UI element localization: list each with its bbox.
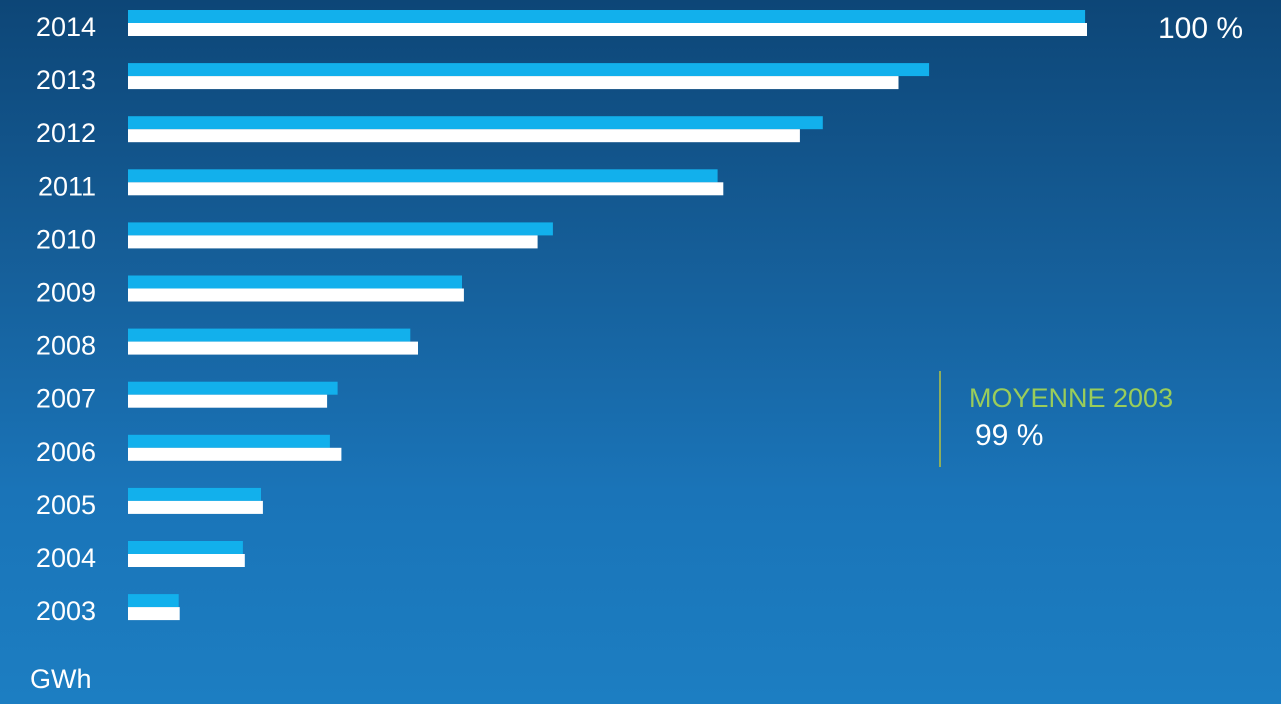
bar-series-cyan — [128, 116, 823, 130]
bar-series-cyan — [128, 328, 411, 342]
average-label: MOYENNE 2003 — [969, 383, 1174, 413]
year-tick-label: 2005 — [36, 490, 96, 520]
year-tick-label: 2013 — [36, 65, 96, 95]
bar-series-cyan — [128, 275, 462, 289]
year-tick-label: 2004 — [36, 543, 96, 573]
bar-series-cyan — [128, 487, 261, 501]
bar-series-white — [128, 607, 180, 621]
bar-series-cyan — [128, 381, 338, 395]
bar-series-cyan — [128, 63, 930, 77]
bar-series-white — [128, 447, 342, 461]
bar-series-cyan — [128, 434, 330, 448]
bar-series-white — [128, 235, 538, 249]
year-tick-label: 2010 — [36, 224, 96, 254]
unit-label: GWh — [30, 664, 92, 694]
year-tick-label: 2009 — [36, 278, 96, 308]
bar-series-cyan — [128, 169, 718, 183]
year-tick-label: 2011 — [38, 171, 96, 201]
year-tick-label: 2012 — [36, 118, 96, 148]
bar-series-cyan — [128, 594, 179, 608]
bar-series-white — [128, 500, 263, 514]
bar-series-white — [128, 76, 899, 90]
year-tick-label: 2014 — [36, 12, 96, 42]
year-tick-label: 2003 — [36, 596, 96, 626]
bar-series-white — [128, 394, 328, 408]
bar-series-white — [128, 288, 464, 302]
bar-series-white — [128, 341, 418, 355]
bar-series-cyan — [128, 10, 1086, 23]
average-value: 99 % — [975, 419, 1044, 452]
bar-series-white — [128, 23, 1087, 36]
bar-series-white — [128, 554, 245, 567]
average-divider-line — [939, 371, 941, 467]
bar-series-white — [128, 129, 800, 143]
year-tick-label: 2007 — [36, 384, 96, 414]
bar-series-cyan — [128, 222, 553, 236]
top-percentage-annotation: 100 % — [1158, 12, 1244, 45]
year-tick-label: 2008 — [36, 331, 96, 361]
bar-series-cyan — [128, 541, 243, 554]
year-tick-label: 2006 — [36, 437, 96, 467]
bar-series-white — [128, 182, 724, 196]
